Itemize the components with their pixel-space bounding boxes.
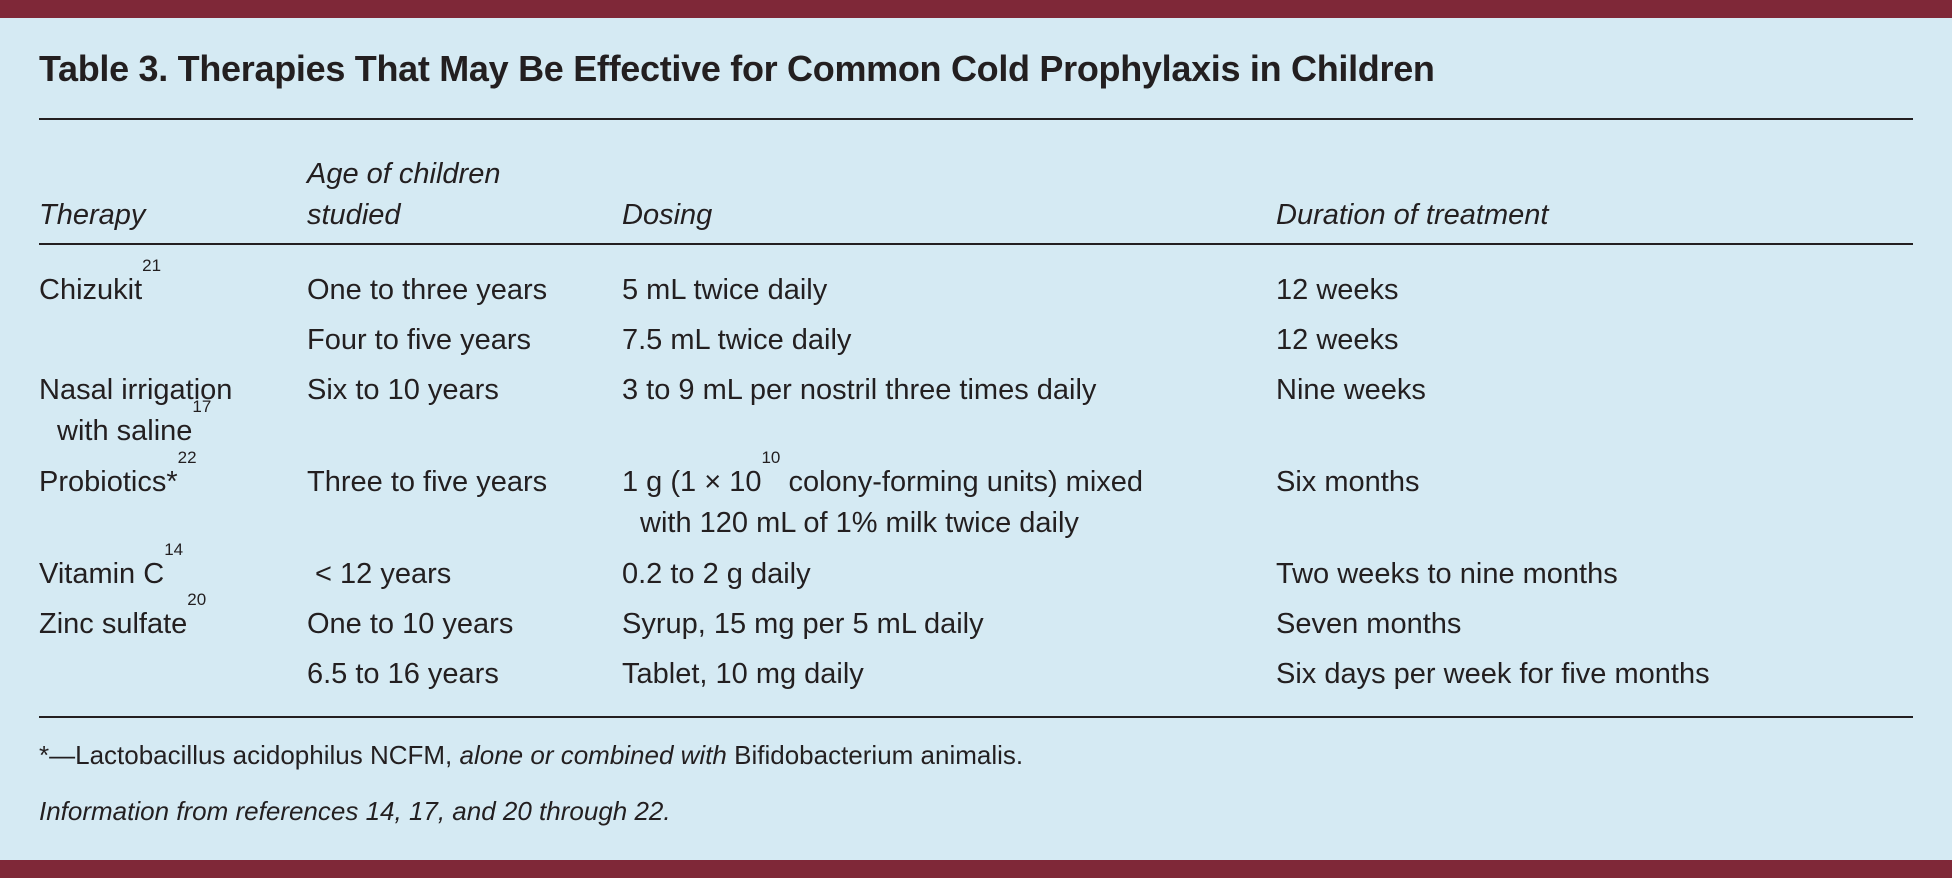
reference: 17 — [192, 397, 212, 416]
table-row-therapy: Probiotics*22 — [39, 449, 197, 503]
therapy-name: Zinc sulfate — [39, 608, 188, 640]
table-row-duration: Two weeks to nine months — [1276, 558, 1618, 590]
reference: 21 — [142, 256, 162, 275]
reference: 14 — [164, 540, 184, 559]
header-age-line1: Age of children — [307, 158, 501, 190]
top-accent-bar — [0, 0, 1952, 18]
table-row-duration: 12 weeks — [1276, 324, 1399, 356]
table-row-duration: Six months — [1276, 466, 1420, 498]
table-row-therapy: Nasal irrigation with saline17 — [39, 370, 232, 452]
table-row-dosing: Tablet, 10 mg daily — [622, 658, 864, 690]
table-row-dosing: 3 to 9 mL per nostril three times daily — [622, 374, 1097, 406]
footnote-italic: alone or combined with — [459, 740, 727, 770]
table-row-duration: Six days per week for five months — [1276, 658, 1710, 690]
bottom-rule — [39, 716, 1913, 718]
table-row-duration: 12 weeks — [1276, 274, 1399, 306]
table-row-age: 6.5 to 16 years — [307, 658, 499, 690]
table-row-duration: Seven months — [1276, 608, 1462, 640]
title-rule — [39, 118, 1913, 120]
table-row-dosing: Syrup, 15 mg per 5 mL daily — [622, 608, 984, 640]
header-dosing: Dosing — [622, 199, 713, 231]
table-row-age: Four to five years — [307, 324, 532, 356]
table-row-dosing: 7.5 mL twice daily — [622, 324, 852, 356]
header-age-line2: studied — [307, 199, 401, 231]
table-row-age: One to 10 years — [307, 608, 514, 640]
table-row-therapy: Chizukit21 — [39, 257, 161, 311]
table-row-age: Six to 10 years — [307, 374, 499, 406]
dosing-text: 1 g (1 × 10 — [622, 466, 762, 498]
reference: 20 — [187, 590, 207, 609]
table-title: Table 3. Therapies That May Be Effective… — [39, 48, 1435, 89]
table-row-age: < 12 years — [307, 558, 452, 590]
reference: 22 — [177, 448, 197, 467]
header-rule — [39, 243, 1913, 245]
table-row-dosing: 5 mL twice daily — [622, 274, 828, 306]
source-note: Information from references 14, 17, and … — [39, 796, 671, 826]
table-row-therapy: Zinc sulfate20 — [39, 591, 206, 645]
therapy-name-line1: Nasal irrigation — [39, 374, 233, 406]
therapy-name: Vitamin C — [39, 558, 165, 590]
table-row-therapy: Vitamin C14 — [39, 541, 183, 595]
footnote-text: Bifidobacterium animalis. — [726, 740, 1024, 770]
exponent: 10 — [761, 448, 781, 467]
therapy-name: Chizukit — [39, 274, 143, 306]
table-row-age: Three to five years — [307, 466, 548, 498]
therapy-name: Probiotics* — [39, 466, 178, 498]
dosing-line1: 1 g (1 × 1010 colony-forming units) mixe… — [622, 449, 1144, 503]
dosing-line2: with 120 mL of 1% milk twice daily — [640, 507, 1079, 539]
header-duration: Duration of treatment — [1276, 199, 1549, 231]
table-row-dosing: 1 g (1 × 1010 colony-forming units) mixe… — [622, 449, 1144, 544]
footnote-text: *—Lactobacillus acidophilus NCFM, — [39, 740, 460, 770]
header-therapy: Therapy — [39, 199, 146, 231]
bottom-accent-bar — [0, 860, 1952, 878]
table-row-age: One to three years — [307, 274, 548, 306]
table-row-dosing: 0.2 to 2 g daily — [622, 558, 811, 590]
therapy-name-cont: with saline — [57, 415, 193, 447]
footnote: *—Lactobacillus acidophilus NCFM, alone … — [39, 740, 1023, 771]
therapy-name-line2: with saline17 — [39, 398, 232, 452]
header-age: Age of children studied — [307, 154, 500, 236]
dosing-text: colony-forming units) mixed — [780, 466, 1144, 498]
table-row-duration: Nine weeks — [1276, 374, 1426, 406]
